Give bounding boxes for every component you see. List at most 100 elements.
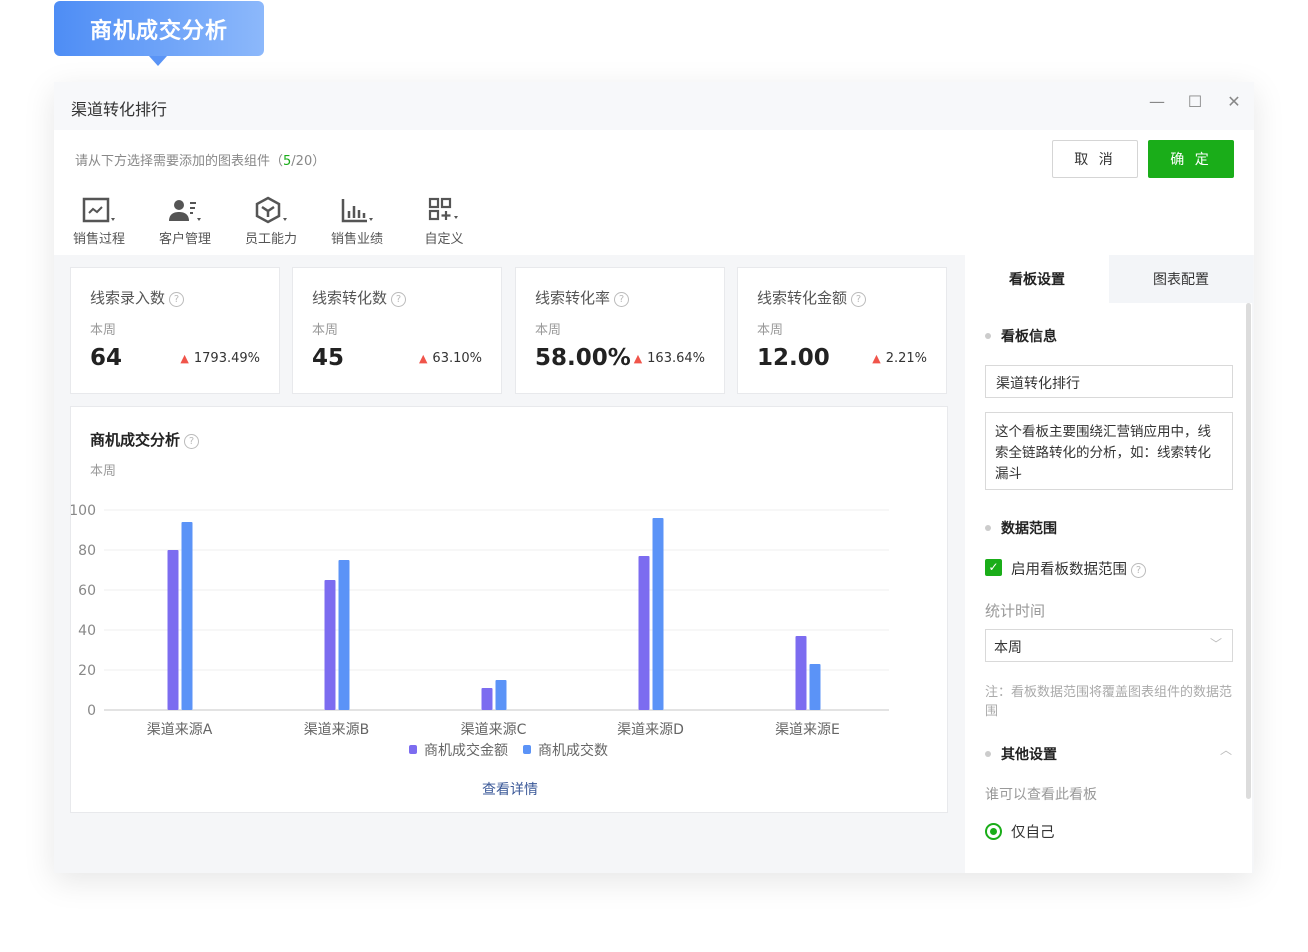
time-select[interactable]: 本周 ﹀	[985, 629, 1233, 662]
tool-customer[interactable]: 客户管理	[150, 196, 220, 247]
kpi-card: 线索转化率? 本周 58.00% ▲ 163.64%	[515, 267, 725, 394]
kpi-period: 本周	[535, 323, 562, 338]
chevron-up-icon[interactable]: ︿	[1220, 743, 1233, 757]
x-tick-label: 渠道来源E	[775, 722, 840, 738]
kpi-period: 本周	[90, 323, 117, 338]
kpi-period: 本周	[312, 323, 339, 338]
view-details-link[interactable]: 查看详情	[482, 782, 538, 798]
cancel-button[interactable]: 取 消	[1052, 140, 1138, 178]
help-icon[interactable]: ?	[614, 292, 630, 307]
kpi-value: 64	[90, 345, 123, 371]
bar[interactable]	[181, 522, 193, 710]
y-tick-label: 80	[78, 543, 96, 559]
bar[interactable]	[481, 688, 493, 710]
legend-label[interactable]: 商机成交数	[538, 742, 608, 759]
tool-label: 客户管理	[158, 232, 211, 247]
title-bar: 渠道转化排行 — ☐ ✕	[54, 82, 1254, 130]
arrow-up-icon: ▲	[418, 352, 428, 365]
only-me-radio[interactable]	[985, 823, 1002, 840]
board-name-input[interactable]: 渠道转化排行	[985, 365, 1233, 398]
kpi-value: 58.00%	[535, 345, 631, 371]
minimize-icon[interactable]: —	[1149, 92, 1165, 111]
tab-chart-config[interactable]: 图表配置	[1109, 255, 1253, 303]
kpi-title: 线索录入数?	[90, 287, 185, 308]
visibility-label: 谁可以查看此看板	[985, 787, 1097, 803]
kpi-change: ▲ 2.21%	[872, 351, 927, 366]
badge-pointer	[149, 56, 167, 66]
help-icon[interactable]: ?	[391, 292, 407, 307]
section-badge: 商机成交分析	[54, 1, 264, 56]
bar[interactable]	[795, 636, 807, 710]
tool-staff[interactable]: 员工能力	[236, 196, 306, 247]
kpi-card: 线索转化数? 本周 45 ▲ 63.10%	[292, 267, 502, 394]
bar-chart-icon	[341, 199, 373, 223]
grid-plus-icon	[428, 197, 458, 221]
tool-custom[interactable]: 自定义	[409, 196, 479, 247]
bar[interactable]	[338, 560, 350, 710]
arrow-up-icon: ▲	[633, 352, 643, 365]
tool-label: 销售过程	[72, 232, 125, 247]
arrow-up-icon: ▲	[872, 352, 881, 365]
bar[interactable]	[167, 550, 179, 710]
confirm-button[interactable]: 确 定	[1148, 140, 1234, 178]
tab-board-settings[interactable]: 看板设置	[965, 255, 1109, 303]
window-title: 渠道转化排行	[71, 100, 168, 119]
toolbar: 请从下方选择需要添加的图表组件（5/20） 取 消 确 定 销售过程 客户管理 …	[54, 130, 1254, 255]
arrow-up-icon: ▲	[180, 352, 189, 365]
tool-sales-process[interactable]: 销售过程	[64, 196, 134, 247]
legend-label[interactable]: 商机成交金额	[424, 742, 508, 759]
y-tick-label: 100	[71, 503, 96, 519]
bar[interactable]	[638, 556, 650, 710]
tool-label: 销售业绩	[330, 232, 383, 247]
kpi-value: 45	[312, 345, 345, 371]
x-tick-label: 渠道来源A	[147, 722, 213, 738]
tool-label: 自定义	[424, 232, 464, 247]
maximize-icon[interactable]: ☐	[1187, 92, 1203, 111]
dialog-window: 渠道转化排行 — ☐ ✕ 请从下方选择需要添加的图表组件（5/20） 取 消 确…	[54, 82, 1254, 873]
kpi-change: ▲ 1793.49%	[180, 351, 260, 366]
section-board-info: 看板信息	[985, 326, 1057, 346]
kpi-change: ▲ 63.10%	[418, 351, 482, 366]
legend-swatch	[409, 745, 417, 754]
kpi-title: 线索转化率?	[535, 287, 630, 308]
settings-panel: 看板设置 图表配置 看板信息 渠道转化排行 这个看板主要围绕汇营销应用中，线索全…	[965, 255, 1253, 873]
enable-range-checkbox[interactable]: ✓	[985, 559, 1002, 576]
hint-text: 请从下方选择需要添加的图表组件（5/20）	[75, 154, 326, 169]
bar[interactable]	[495, 680, 507, 710]
close-icon[interactable]: ✕	[1227, 92, 1241, 111]
bar[interactable]	[324, 580, 336, 710]
chevron-down-icon: ﹀	[1209, 637, 1222, 651]
y-tick-label: 60	[78, 583, 96, 599]
time-select-value: 本周	[994, 640, 1022, 656]
bar-chart: 0 20 40 60 80 100 渠道来源A 渠道来源B 渠道来源C 渠道来源D 渠道来源E 商机成…	[71, 503, 889, 759]
kpi-value: 12.00	[757, 345, 830, 371]
tool-label: 员工能力	[244, 232, 297, 247]
chart-period: 本周	[90, 464, 117, 479]
time-label: 统计时间	[985, 602, 1046, 620]
user-list-icon	[169, 200, 201, 221]
kpi-title: 线索转化金额?	[757, 287, 867, 308]
section-data-range: 数据范围	[985, 518, 1057, 538]
x-tick-label: 渠道来源C	[461, 722, 527, 738]
panel-scrollbar[interactable]	[1246, 303, 1251, 799]
range-note: 注：看板数据范围将覆盖图表组件的数据范围	[985, 685, 1233, 719]
kpi-change: ▲ 163.64%	[633, 351, 705, 366]
bar[interactable]	[652, 518, 664, 710]
help-icon[interactable]: ?	[184, 434, 200, 449]
section-other-settings: 其他设置	[985, 744, 1057, 764]
line-chart-icon	[82, 197, 115, 223]
help-icon[interactable]: ?	[169, 292, 185, 307]
y-tick-label: 40	[78, 623, 96, 639]
kpi-period: 本周	[757, 323, 784, 338]
help-icon[interactable]: ?	[1131, 563, 1146, 578]
hexagon-icon	[255, 196, 287, 224]
legend-swatch	[523, 745, 531, 754]
board-description-textarea[interactable]: 这个看板主要围绕汇营销应用中，线索全链路转化的分析，如：线索转化漏斗	[985, 412, 1233, 490]
help-icon[interactable]: ?	[851, 292, 867, 307]
enable-range-label: 启用看板数据范围?	[1011, 558, 1146, 579]
x-tick-label: 渠道来源B	[304, 722, 370, 738]
only-me-label: 仅自己	[1011, 825, 1055, 841]
tool-sales-performance[interactable]: 销售业绩	[322, 196, 392, 247]
bar[interactable]	[809, 664, 821, 710]
kpi-card: 线索转化金额? 本周 12.00 ▲ 2.21%	[737, 267, 947, 394]
